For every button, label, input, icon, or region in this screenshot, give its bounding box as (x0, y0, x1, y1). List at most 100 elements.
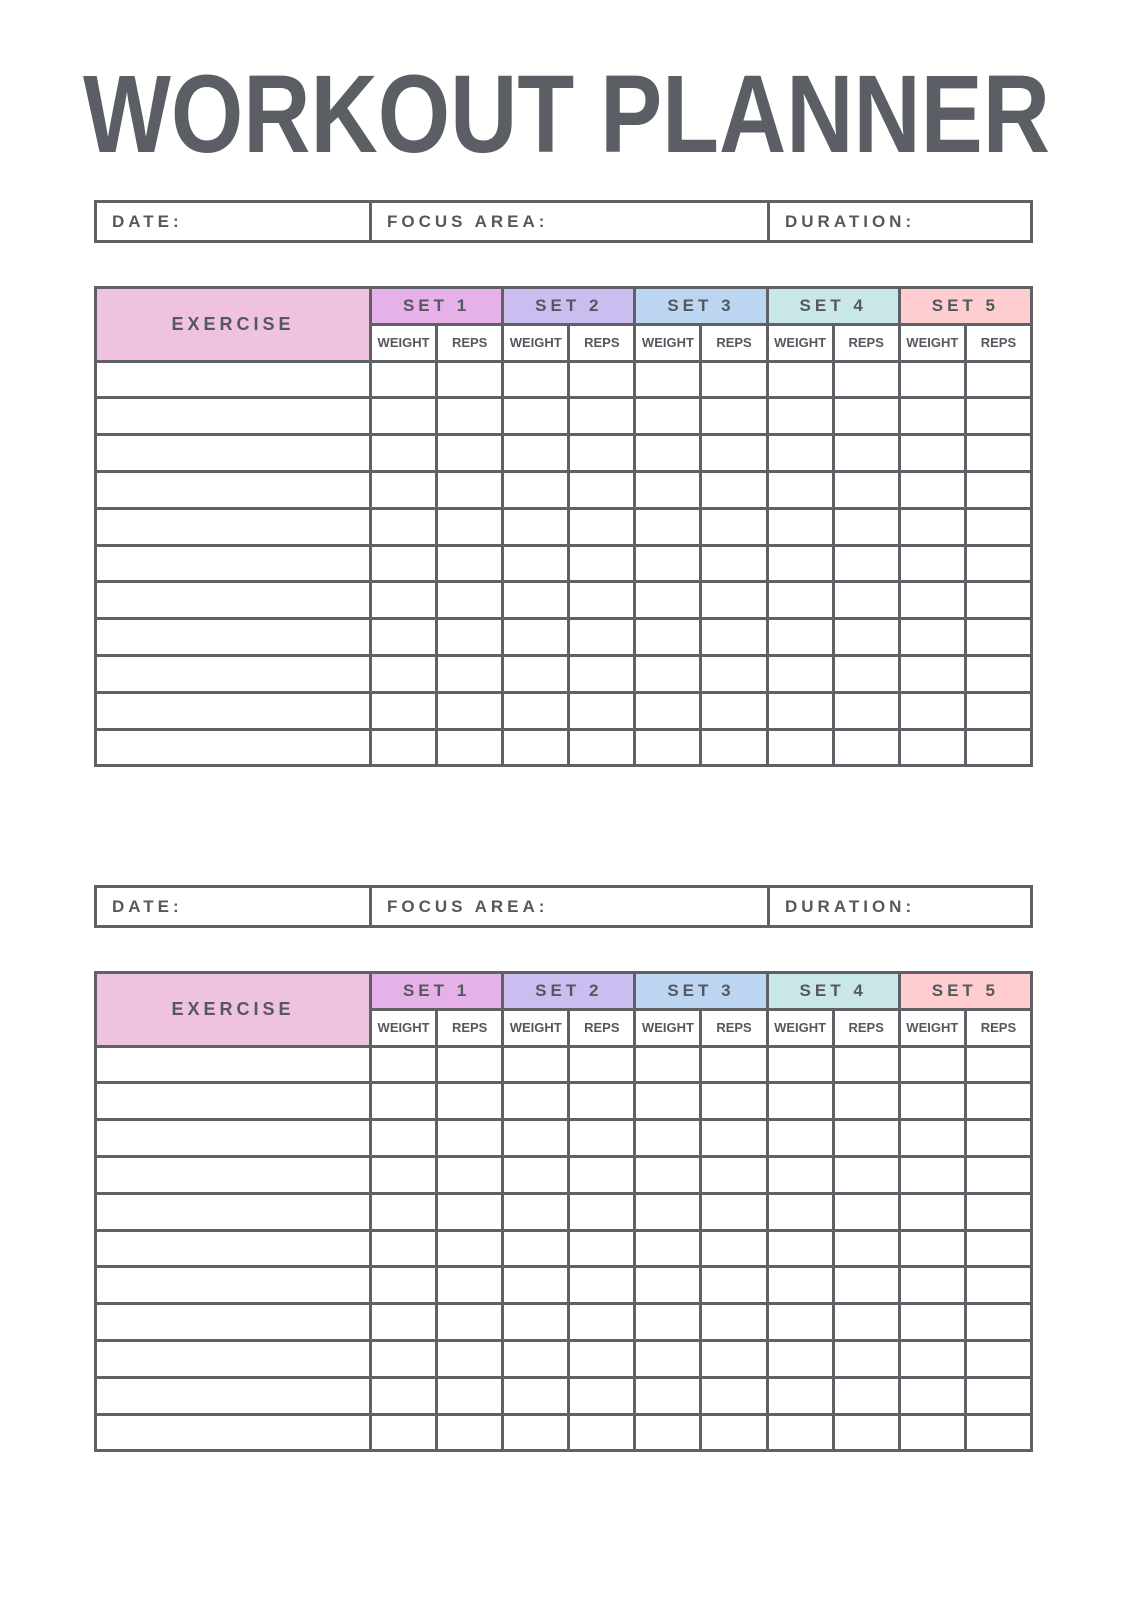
weight-cell[interactable] (368, 1044, 439, 1085)
weight-cell[interactable] (633, 1118, 703, 1158)
reps-cell[interactable] (435, 1265, 505, 1306)
weight-cell[interactable] (368, 1191, 439, 1232)
reps-cell[interactable] (435, 1338, 505, 1379)
reps-cell[interactable] (963, 396, 1034, 437)
reps-cell[interactable] (435, 1081, 505, 1122)
weight-cell[interactable] (368, 506, 439, 547)
exercise-cell[interactable] (94, 1228, 372, 1269)
focus-area-field[interactable]: FOCUS AREA: (372, 888, 770, 925)
weight-cell[interactable] (897, 653, 967, 694)
reps-cell[interactable] (435, 1375, 505, 1416)
reps-cell[interactable] (963, 1302, 1034, 1342)
date-field[interactable]: DATE: (97, 203, 372, 240)
reps-cell[interactable] (963, 690, 1034, 731)
weight-cell[interactable] (368, 1154, 439, 1195)
reps-cell[interactable] (699, 1118, 769, 1158)
weight-cell[interactable] (765, 1081, 835, 1122)
reps-cell[interactable] (699, 1081, 769, 1122)
weight-cell[interactable] (368, 396, 439, 437)
reps-cell[interactable] (567, 1265, 637, 1306)
reps-cell[interactable] (567, 1118, 637, 1158)
reps-cell[interactable] (567, 617, 637, 657)
reps-cell[interactable] (831, 617, 901, 657)
reps-cell[interactable] (963, 1191, 1034, 1232)
reps-cell[interactable] (831, 727, 901, 768)
reps-cell[interactable] (963, 506, 1034, 547)
weight-cell[interactable] (897, 1044, 967, 1085)
weight-cell[interactable] (633, 617, 703, 657)
reps-cell[interactable] (963, 617, 1034, 657)
weight-cell[interactable] (501, 1118, 571, 1158)
reps-cell[interactable] (567, 543, 637, 584)
reps-cell[interactable] (699, 653, 769, 694)
duration-field[interactable]: DURATION: (770, 203, 1030, 240)
weight-cell[interactable] (765, 580, 835, 621)
reps-cell[interactable] (831, 433, 901, 473)
weight-cell[interactable] (765, 1338, 835, 1379)
weight-cell[interactable] (501, 543, 571, 584)
reps-cell[interactable] (699, 617, 769, 657)
weight-cell[interactable] (633, 727, 703, 768)
weight-cell[interactable] (501, 1081, 571, 1122)
weight-cell[interactable] (897, 1081, 967, 1122)
weight-cell[interactable] (765, 690, 835, 731)
reps-cell[interactable] (699, 396, 769, 437)
reps-cell[interactable] (831, 543, 901, 584)
weight-cell[interactable] (368, 580, 439, 621)
weight-cell[interactable] (368, 1118, 439, 1158)
reps-cell[interactable] (831, 1412, 901, 1453)
weight-cell[interactable] (368, 690, 439, 731)
weight-cell[interactable] (501, 433, 571, 473)
reps-cell[interactable] (699, 359, 769, 400)
exercise-cell[interactable] (94, 1118, 372, 1158)
reps-cell[interactable] (567, 727, 637, 768)
reps-cell[interactable] (699, 543, 769, 584)
weight-cell[interactable] (501, 1044, 571, 1085)
weight-cell[interactable] (633, 469, 703, 510)
reps-cell[interactable] (831, 506, 901, 547)
reps-cell[interactable] (831, 1081, 901, 1122)
reps-cell[interactable] (435, 1118, 505, 1158)
weight-cell[interactable] (368, 359, 439, 400)
weight-cell[interactable] (765, 433, 835, 473)
weight-cell[interactable] (897, 543, 967, 584)
reps-cell[interactable] (963, 469, 1034, 510)
reps-cell[interactable] (699, 1302, 769, 1342)
reps-cell[interactable] (567, 1228, 637, 1269)
exercise-cell[interactable] (94, 617, 372, 657)
weight-cell[interactable] (501, 1338, 571, 1379)
weight-cell[interactable] (897, 617, 967, 657)
reps-cell[interactable] (435, 617, 505, 657)
exercise-cell[interactable] (94, 1412, 372, 1453)
reps-cell[interactable] (435, 1302, 505, 1342)
reps-cell[interactable] (831, 653, 901, 694)
reps-cell[interactable] (963, 359, 1034, 400)
reps-cell[interactable] (963, 543, 1034, 584)
reps-cell[interactable] (831, 580, 901, 621)
weight-cell[interactable] (368, 1265, 439, 1306)
exercise-cell[interactable] (94, 1191, 372, 1232)
reps-cell[interactable] (567, 396, 637, 437)
reps-cell[interactable] (435, 1412, 505, 1453)
reps-cell[interactable] (963, 1412, 1034, 1453)
exercise-cell[interactable] (94, 469, 372, 510)
weight-cell[interactable] (633, 506, 703, 547)
weight-cell[interactable] (897, 1338, 967, 1379)
weight-cell[interactable] (897, 1265, 967, 1306)
weight-cell[interactable] (897, 469, 967, 510)
exercise-cell[interactable] (94, 433, 372, 473)
weight-cell[interactable] (501, 359, 571, 400)
weight-cell[interactable] (633, 1412, 703, 1453)
reps-cell[interactable] (831, 469, 901, 510)
weight-cell[interactable] (501, 727, 571, 768)
weight-cell[interactable] (765, 1118, 835, 1158)
weight-cell[interactable] (501, 469, 571, 510)
reps-cell[interactable] (435, 1154, 505, 1195)
reps-cell[interactable] (699, 580, 769, 621)
exercise-cell[interactable] (94, 580, 372, 621)
weight-cell[interactable] (765, 1044, 835, 1085)
weight-cell[interactable] (897, 1118, 967, 1158)
exercise-cell[interactable] (94, 543, 372, 584)
reps-cell[interactable] (831, 1265, 901, 1306)
exercise-cell[interactable] (94, 690, 372, 731)
